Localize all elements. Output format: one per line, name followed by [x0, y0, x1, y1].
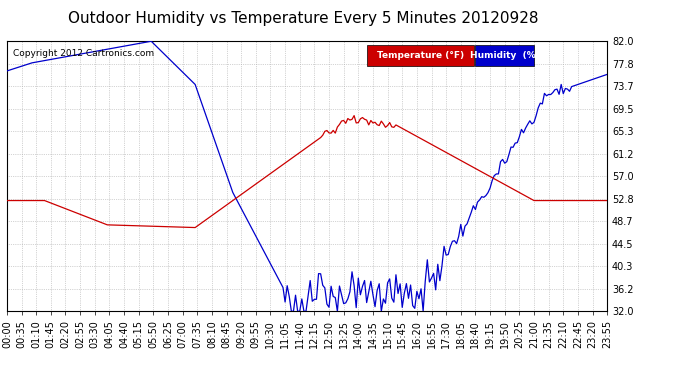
- Text: Copyright 2012 Cartronics.com: Copyright 2012 Cartronics.com: [13, 50, 154, 58]
- Text: Humidity  (%): Humidity (%): [470, 51, 540, 60]
- Text: Temperature (°F): Temperature (°F): [377, 51, 464, 60]
- Text: Outdoor Humidity vs Temperature Every 5 Minutes 20120928: Outdoor Humidity vs Temperature Every 5 …: [68, 11, 539, 26]
